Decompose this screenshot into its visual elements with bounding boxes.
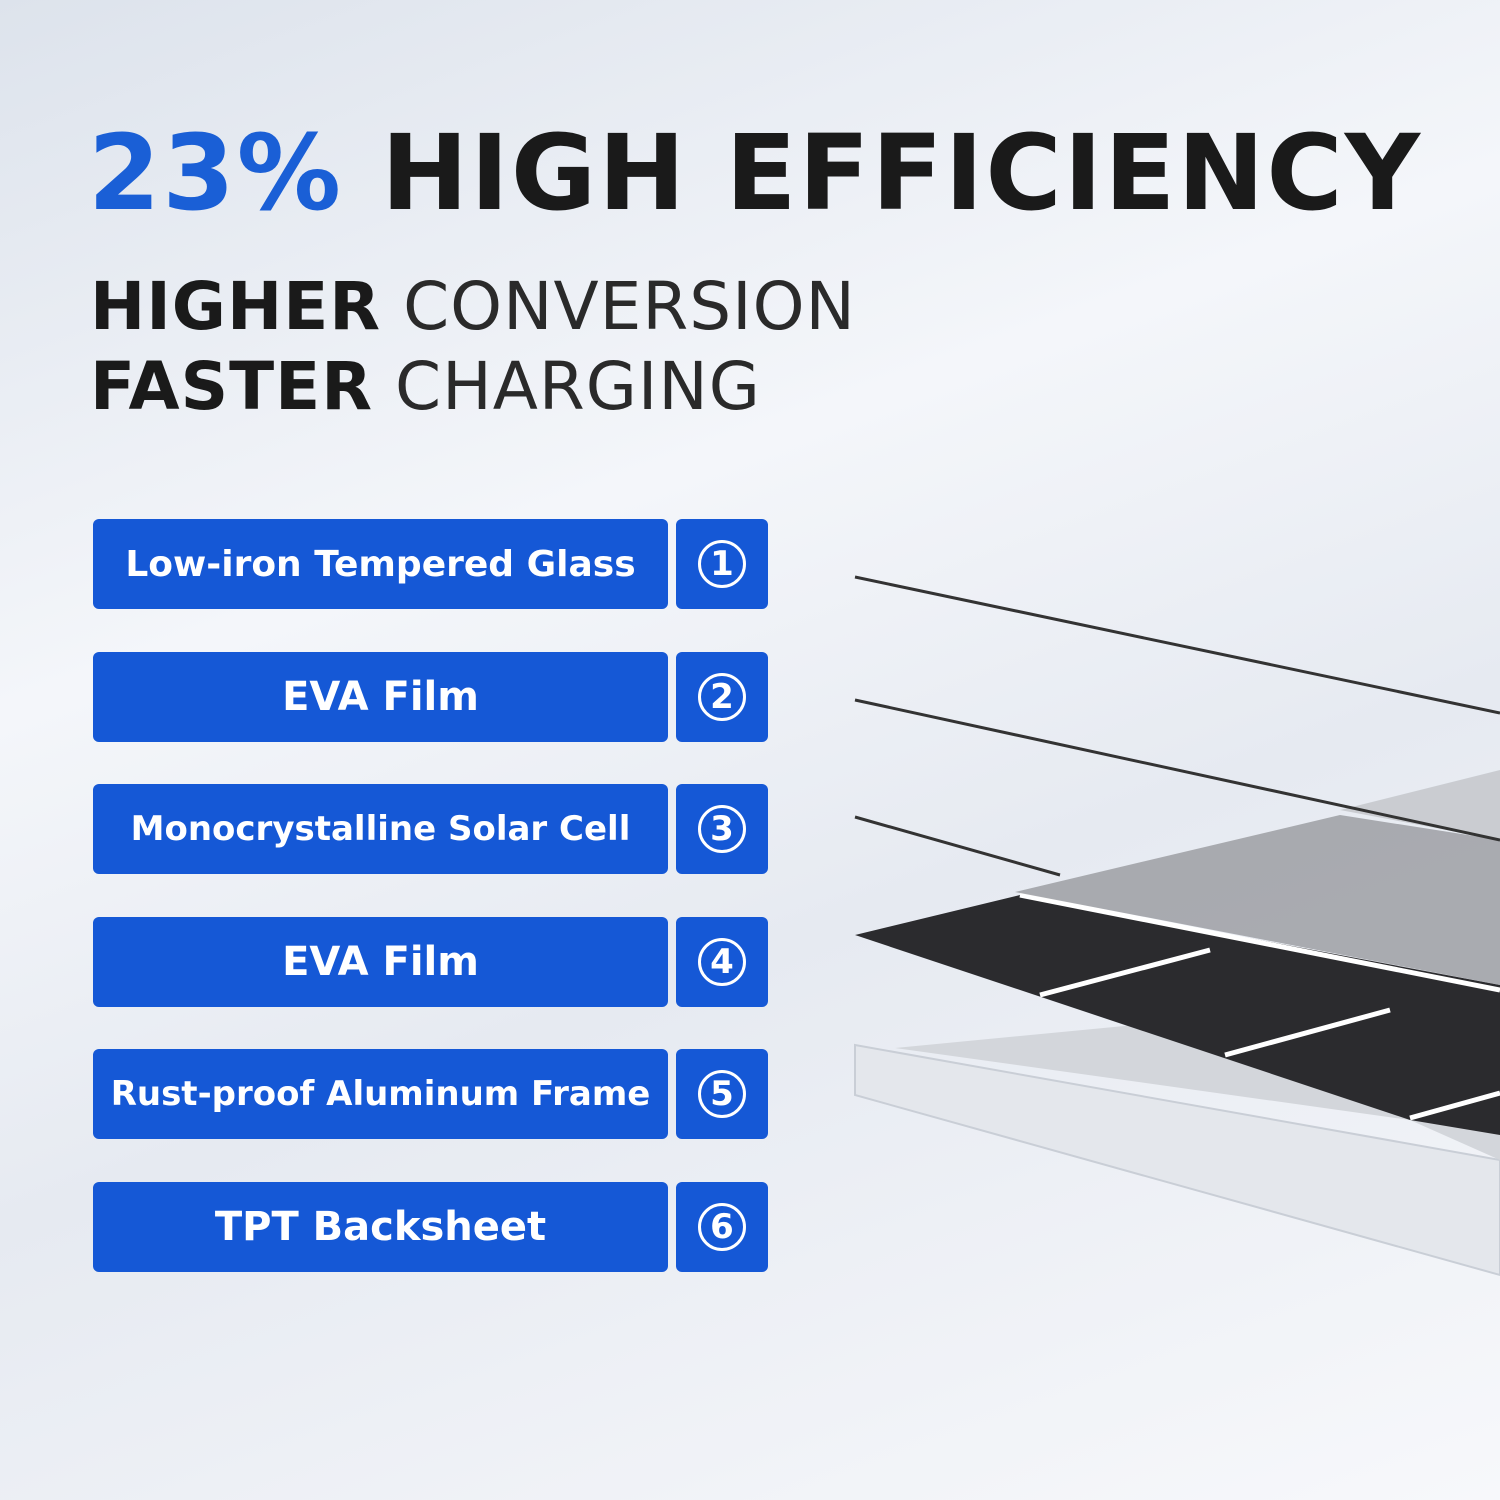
tagline-light: CHARGING — [395, 348, 761, 425]
layer-label: TPT Backsheet — [93, 1182, 668, 1272]
layer-number: 1 — [698, 540, 746, 588]
tagline-bold: FASTER — [90, 348, 374, 425]
headline-highlight: 23% — [88, 112, 343, 234]
layer-label: Rust-proof Aluminum Frame — [93, 1049, 668, 1140]
layer-number-box: 6 — [676, 1182, 768, 1272]
tagline: FASTER CHARGING — [90, 348, 761, 425]
frame — [854, 1043, 1500, 1277]
headline-text: HIGH EFFICIENCY — [381, 112, 1423, 234]
layer-number: 3 — [698, 805, 746, 854]
layer-label: Monocrystalline Solar Cell — [93, 784, 668, 875]
layer-number-box: 2 — [676, 651, 768, 742]
layer-number: 5 — [698, 1070, 746, 1119]
layer-number-box: 3 — [676, 784, 768, 875]
layer-lines — [854, 575, 1500, 877]
cell-grid — [1019, 892, 1500, 1121]
layer-number-box: 1 — [676, 519, 768, 609]
layer-label: EVA Film — [93, 651, 668, 742]
film-layer — [1340, 770, 1500, 840]
layer-number: 6 — [698, 1203, 746, 1251]
tagline-light: CONVERSION — [403, 268, 856, 345]
layer-number-box: 5 — [676, 1049, 768, 1140]
layer-number: 2 — [698, 672, 746, 721]
cell-layer — [1015, 815, 1500, 985]
layer-number: 4 — [698, 937, 746, 986]
layer-label: EVA Film — [93, 916, 668, 1007]
layer-label: Low-iron Tempered Glass — [93, 519, 668, 609]
headline: 23% HIGH EFFICIENCY — [88, 112, 1422, 234]
tagline: HIGHER CONVERSION — [90, 268, 856, 345]
cells — [855, 895, 1500, 1135]
tagline-bold: HIGHER — [90, 268, 382, 345]
layer-number-box: 4 — [676, 916, 768, 1007]
